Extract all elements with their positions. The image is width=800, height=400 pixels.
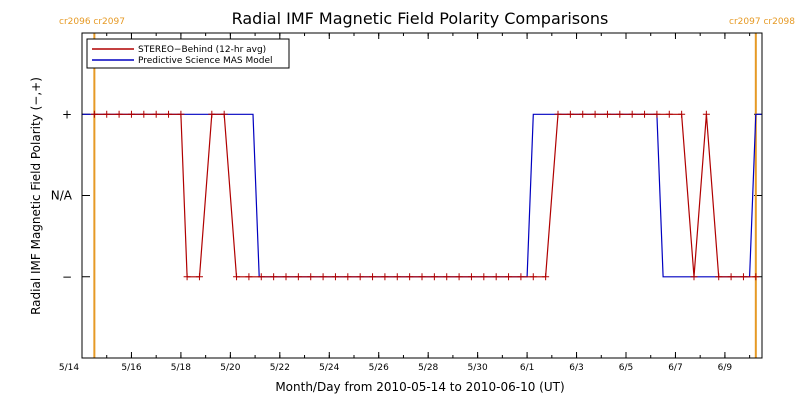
x-tick-label: 5/24 bbox=[319, 363, 339, 373]
carrington-label-left: cr2096 cr2097 bbox=[59, 17, 125, 27]
carrington-label-right: cr2097 cr2098 bbox=[729, 17, 795, 27]
y-tick-label: + bbox=[62, 107, 72, 121]
x-tick-label: 5/22 bbox=[270, 363, 290, 373]
legend-box bbox=[86, 38, 290, 69]
x-tick-label: 5/16 bbox=[121, 363, 141, 373]
x-tick-label: 5/26 bbox=[369, 363, 389, 373]
x-tick-label: 6/9 bbox=[718, 363, 733, 373]
x-tick-label: 5/14 bbox=[59, 363, 79, 373]
x-tick-label: 6/7 bbox=[668, 363, 682, 373]
series-line-stereo bbox=[94, 113, 756, 278]
x-tick-label: 6/3 bbox=[569, 363, 583, 373]
chart-title: Radial IMF Magnetic Field Polarity Compa… bbox=[232, 9, 609, 28]
x-tick-label: 5/20 bbox=[220, 363, 240, 373]
legend-label-stereo: STEREO−Behind (12-hr avg) bbox=[138, 45, 266, 55]
plot-frame bbox=[81, 32, 763, 359]
y-tick-label: N/A bbox=[51, 189, 73, 203]
legend: STEREO−Behind (12-hr avg) Predictive Sci… bbox=[86, 38, 290, 69]
x-tick-label: 6/1 bbox=[520, 363, 534, 373]
x-tick-label: 5/18 bbox=[171, 363, 191, 373]
y-axis-label: Radial IMF Magnetic Field Polarity (−,+) bbox=[29, 77, 43, 315]
y-tick-label: − bbox=[62, 270, 72, 284]
x-axis-label: Month/Day from 2010-05-14 to 2010-06-10 … bbox=[275, 380, 564, 394]
legend-label-mas: Predictive Science MAS Model bbox=[138, 56, 273, 66]
x-tick-label: 6/5 bbox=[619, 363, 633, 373]
x-tick-label: 5/28 bbox=[418, 363, 438, 373]
x-tick-label: 5/30 bbox=[468, 363, 488, 373]
